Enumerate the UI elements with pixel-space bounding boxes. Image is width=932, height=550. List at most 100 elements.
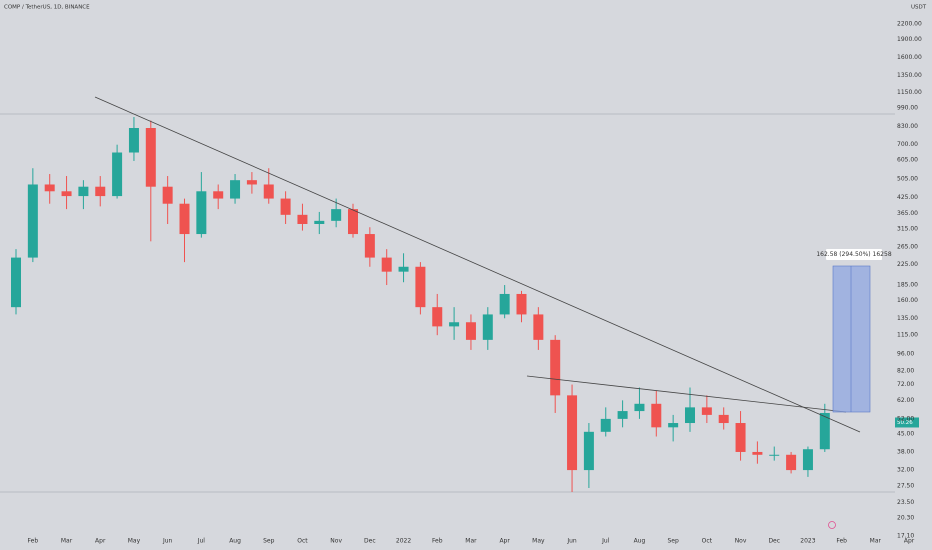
measure-box	[832, 265, 871, 413]
y-tick-label: 365.00	[897, 210, 918, 217]
candle-body	[735, 423, 746, 452]
candle-body	[600, 418, 611, 432]
x-tick-label: Dec	[364, 538, 376, 545]
x-tick-label: Oct	[297, 538, 308, 545]
x-tick-label: Feb	[836, 538, 847, 545]
candle-body	[634, 403, 645, 412]
x-tick-label: Apr	[499, 538, 510, 545]
candle-body	[280, 198, 291, 215]
x-tick-label: Jul	[197, 538, 206, 545]
x-tick-label: May	[128, 538, 141, 545]
candle-body	[297, 214, 308, 224]
candle-body	[701, 407, 712, 415]
y-tick-label: 115.00	[897, 332, 918, 339]
trend-line	[94, 96, 861, 433]
candle-body	[567, 395, 578, 471]
x-tick-label: Jun	[162, 538, 173, 545]
candle-body	[449, 322, 460, 327]
y-tick-label: 38.00	[897, 448, 914, 455]
last-price-box	[895, 417, 919, 428]
y-tick-label: 72.00	[897, 381, 914, 388]
candle-body	[415, 266, 426, 308]
y-tick-label: 425.00	[897, 194, 918, 201]
candle-body	[752, 451, 763, 455]
y-tick-label: 1900.00	[897, 36, 922, 43]
candle-body	[583, 431, 594, 471]
y-tick-label: 315.00	[897, 225, 918, 232]
candle-body	[348, 209, 358, 235]
candle-body	[44, 184, 55, 192]
candle-body	[381, 257, 392, 272]
candle-body	[668, 423, 679, 428]
candle-body	[398, 266, 409, 272]
x-tick-label: Oct	[702, 538, 713, 545]
x-tick-label: Nov	[330, 538, 342, 545]
candle-body	[364, 234, 375, 258]
candle-body	[162, 186, 173, 204]
y-tick-label: 62.00	[897, 397, 914, 404]
y-tick-label: 52.00	[897, 415, 914, 422]
y-tick-label: 225.00	[897, 261, 918, 268]
candle-body	[11, 257, 21, 308]
y-tick-label: 1600.00	[897, 54, 922, 61]
y-tick-label: 17.10	[897, 533, 914, 540]
candle-body	[314, 220, 325, 224]
event-icon	[828, 521, 836, 529]
x-tick-label: Sep	[263, 538, 275, 545]
y-tick-label: 32.00	[897, 467, 914, 474]
y-tick-label: 27.50	[897, 483, 914, 490]
y-tick-label: 2200.00	[897, 20, 922, 27]
y-tick-label: 23.50	[897, 499, 914, 506]
x-tick-label: Apr	[95, 538, 106, 545]
chart-title: COMP / TetherUS, 1D, BINANCE	[4, 5, 90, 11]
candle-body	[465, 322, 476, 340]
y-tick-label: 605.00	[897, 157, 918, 164]
candle-body	[179, 203, 190, 235]
x-tick-label: Jun	[566, 538, 577, 545]
trend-line	[526, 375, 847, 413]
y-tick-label: 96.00	[897, 351, 914, 358]
candle-body	[550, 339, 561, 396]
x-tick-label: May	[532, 538, 545, 545]
x-tick-label: Feb	[28, 538, 39, 545]
y-tick-label: 160.00	[897, 297, 918, 304]
candle-body	[499, 293, 510, 315]
candle-body	[786, 454, 797, 471]
candle-body	[718, 414, 729, 424]
x-tick-label: Aug	[634, 538, 646, 545]
x-tick-label: Mar	[870, 538, 882, 545]
x-tick-label: Feb	[432, 538, 443, 545]
x-tick-label: Apr	[904, 538, 915, 545]
last-price-label: 50.26	[897, 420, 913, 426]
y-tick-label: 700.00	[897, 141, 918, 148]
y-tick-label: 1350.00	[897, 72, 922, 79]
candle-body	[263, 184, 274, 199]
candle-body	[769, 454, 780, 456]
candles	[11, 117, 830, 492]
candle-body	[145, 128, 156, 187]
y-tick-label: 20.30	[897, 515, 914, 522]
x-tick-label: Jul	[601, 538, 610, 545]
candle-body	[331, 209, 342, 221]
x-tick-label: Aug	[229, 538, 241, 545]
candle-body	[95, 186, 106, 197]
candle-body	[196, 191, 207, 235]
candle-body	[516, 293, 527, 315]
candle-body	[61, 191, 72, 197]
candle-body	[432, 307, 443, 327]
x-tick-label: Dec	[768, 538, 780, 545]
y-tick-label: 45.00	[897, 431, 914, 438]
y-tick-label: 185.00	[897, 282, 918, 289]
candle-body	[802, 449, 813, 471]
x-tick-label: Nov	[735, 538, 747, 545]
candle-body	[112, 152, 123, 197]
candle-body	[685, 407, 695, 424]
y-tick-label: 265.00	[897, 244, 918, 251]
x-tick-label: Mar	[465, 538, 477, 545]
y-tick-label: 1150.00	[897, 89, 922, 96]
candle-body	[213, 191, 224, 199]
y-tick-label: 990.00	[897, 105, 918, 112]
candle-body	[617, 411, 628, 419]
x-tick-label: 2023	[800, 538, 815, 545]
